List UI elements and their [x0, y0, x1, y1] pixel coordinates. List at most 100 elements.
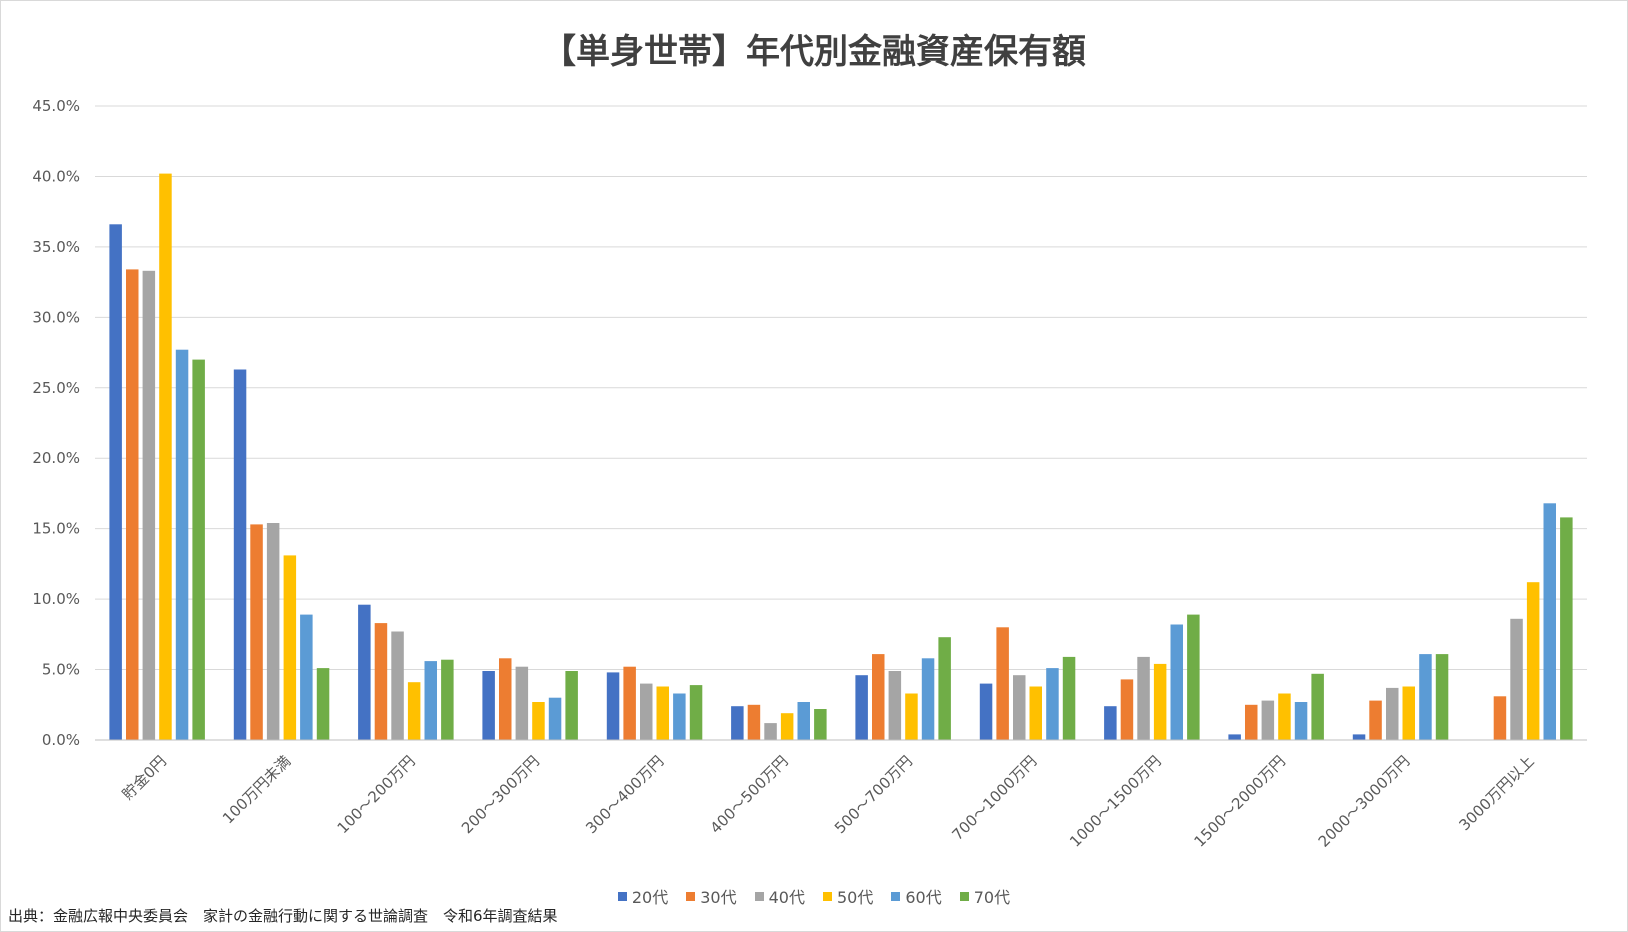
bar — [499, 658, 512, 740]
bar — [747, 704, 761, 740]
bar — [1228, 734, 1241, 740]
legend-swatch — [754, 892, 764, 901]
bar-chart: 0.0% 5.0% 10.0% 15.0% 20.0% 25.0% 30.0% 35.0% 40… — [32, 97, 1587, 851]
legend-swatch — [959, 892, 969, 901]
x-tick-label: 500～700万円 — [831, 752, 916, 837]
chart-title: 【単身世帯】年代別金融資産保有額 — [542, 32, 1086, 72]
bar — [731, 706, 744, 740]
legend-label: 50代 — [837, 888, 874, 907]
legend-swatch — [891, 892, 901, 901]
bar — [1029, 686, 1042, 740]
bar — [606, 672, 620, 740]
x-tick-label: 1500～2000万円 — [1190, 752, 1289, 851]
y-tick-label: 5.0% — [42, 661, 80, 679]
bar — [233, 369, 247, 740]
bar — [1245, 704, 1258, 740]
bar — [623, 666, 636, 740]
bars — [109, 173, 1573, 741]
y-tick-label: 35.0% — [32, 238, 80, 256]
bar — [814, 709, 827, 740]
bar — [441, 659, 454, 740]
bar — [565, 671, 578, 740]
bar — [780, 713, 794, 740]
gridlines — [95, 105, 1587, 671]
bar — [175, 349, 189, 740]
x-tick-label: 2000～3000万円 — [1315, 752, 1414, 851]
bar — [1187, 614, 1200, 740]
bar — [905, 693, 918, 740]
bar — [515, 666, 529, 740]
x-tick-label: 700～1000万円 — [949, 752, 1041, 844]
legend-label: 30代 — [700, 888, 737, 907]
bar — [407, 682, 421, 740]
x-tick-label: 400～500万円 — [707, 752, 792, 837]
bar — [109, 224, 122, 741]
bar — [1369, 700, 1382, 740]
bar — [1543, 503, 1556, 740]
bar — [283, 555, 297, 740]
bar — [797, 702, 810, 740]
legend-item: 50代 — [823, 884, 873, 908]
bar — [126, 269, 139, 740]
bar — [300, 614, 313, 740]
x-tick-label: 100万円未満 — [219, 752, 294, 827]
bar — [1493, 696, 1507, 740]
bar — [358, 604, 371, 740]
y-tick-label: 30.0% — [32, 308, 80, 326]
bar — [159, 173, 172, 741]
y-axis-ticks: 0.0% 5.0% 10.0% 15.0% 20.0% 25.0% 30.0% 35.0% 40… — [32, 97, 80, 749]
x-tick-label: 3000万円以上 — [1456, 752, 1538, 834]
bar — [1402, 686, 1415, 740]
bar — [1261, 700, 1275, 740]
y-tick-label: 0.0% — [42, 731, 80, 749]
bar — [374, 623, 388, 740]
legend-swatch — [617, 892, 627, 901]
legend: 20代 30代 40代 50代 60代 70代 — [0, 884, 1628, 908]
bar — [1510, 618, 1523, 740]
bar — [1294, 702, 1308, 740]
bar — [979, 683, 993, 740]
bar — [1386, 687, 1399, 740]
bar — [250, 524, 263, 740]
bar — [1526, 582, 1540, 740]
bar — [142, 270, 156, 740]
x-tick-label: 200～300万円 — [458, 752, 543, 837]
bar — [855, 675, 868, 740]
bar — [1435, 654, 1449, 740]
bar — [1278, 693, 1291, 740]
bar — [1013, 675, 1026, 740]
x-tick-label: 貯金0円 — [119, 752, 170, 803]
legend-label: 60代 — [905, 888, 942, 907]
x-axis-ticks: 貯金0円 100万円未満 100～200万円 200～300万円 300～400万円 40… — [119, 752, 1538, 851]
bar — [192, 359, 205, 740]
y-tick-label: 25.0% — [32, 379, 80, 397]
legend-item: 20代 — [617, 884, 668, 908]
bar — [532, 702, 545, 740]
bar — [391, 631, 404, 740]
bar — [1062, 656, 1076, 740]
bar — [689, 685, 703, 740]
x-tick-label: 1000～1500万円 — [1066, 752, 1165, 851]
bar — [548, 697, 562, 740]
legend-item: 30代 — [686, 884, 737, 908]
legend-label: 40代 — [768, 888, 805, 907]
bar — [656, 686, 669, 740]
bar — [424, 661, 437, 740]
bar — [1311, 673, 1324, 740]
y-tick-label: 40.0% — [32, 167, 80, 185]
y-tick-label: 10.0% — [32, 590, 80, 608]
bar — [316, 668, 330, 740]
bar — [640, 683, 653, 740]
source-note: 出典：金融広報中央委員会 家計の金融行動に関する世論調査 令和6年調査結果 — [8, 907, 558, 925]
x-tick-label: 300～400万円 — [582, 752, 667, 837]
bar — [482, 671, 495, 740]
legend-item: 60代 — [891, 884, 942, 908]
bar — [1046, 668, 1059, 740]
bar — [1137, 656, 1150, 740]
bar — [1170, 624, 1183, 740]
y-tick-label: 45.0% — [32, 97, 80, 115]
bar — [938, 637, 951, 740]
legend-item: 70代 — [959, 884, 1010, 908]
bar — [872, 654, 885, 740]
